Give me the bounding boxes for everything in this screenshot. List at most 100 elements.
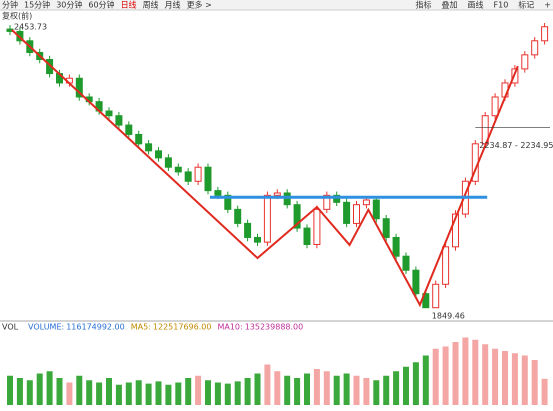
candle-body	[184, 171, 192, 182]
volume-bar	[284, 375, 291, 405]
volume-bar	[224, 383, 231, 405]
volume-bar	[304, 373, 310, 405]
candle-body	[531, 40, 539, 56]
volume-bar	[26, 380, 33, 405]
volume-bar	[96, 382, 103, 405]
volume-bar	[462, 337, 469, 405]
volume-bar	[214, 382, 221, 405]
volume-bar	[195, 375, 202, 405]
volume-bar	[46, 371, 53, 405]
candle-body	[402, 255, 410, 271]
volume-bar	[502, 351, 508, 405]
volume-bar	[175, 382, 182, 405]
candle-body	[303, 227, 311, 245]
volume-bar	[403, 366, 409, 405]
volume-bar	[531, 360, 538, 405]
toolbar-tab[interactable]: 月线	[165, 0, 181, 10]
volume-bar	[412, 362, 419, 405]
candle-body	[452, 213, 459, 248]
high-label: 2453.73	[14, 23, 47, 32]
volume-bar	[373, 380, 380, 405]
volume-bar	[16, 378, 23, 405]
candle-body	[372, 199, 380, 220]
toolbar-button[interactable]: 标记	[518, 0, 534, 10]
candle-body	[283, 192, 291, 206]
volume-bar	[294, 378, 301, 405]
toolbar-button[interactable]: 指标	[416, 0, 432, 10]
volume-title: VOL	[2, 323, 19, 332]
toolbar-tab[interactable]: 更多 >	[187, 0, 212, 10]
volume-legend-value: 116174992.00	[66, 323, 125, 332]
toolbar-tab[interactable]: 60分钟	[88, 0, 114, 10]
candle-body	[491, 96, 499, 117]
candle-body	[432, 283, 440, 309]
low-label: 1849.46	[432, 311, 465, 320]
candle-body	[234, 208, 242, 224]
toolbar-button[interactable]: +	[544, 1, 551, 10]
candle-body	[541, 26, 549, 42]
candle-body	[155, 150, 162, 159]
candle-body	[343, 201, 351, 224]
toolbar-tab[interactable]: 30分钟	[56, 0, 82, 10]
volume-bar	[165, 384, 172, 405]
toolbar-button[interactable]: F10	[494, 1, 509, 10]
volume-bar	[333, 375, 340, 405]
volume-bar	[393, 371, 400, 405]
volume-bar	[363, 378, 370, 405]
candle-body	[273, 192, 281, 196]
volume-bar	[521, 355, 528, 405]
candle-body	[115, 115, 123, 126]
volume-bar	[135, 380, 142, 405]
chart-title: 复权(前)	[2, 11, 32, 21]
candle-body	[353, 204, 360, 224]
candle-body	[263, 194, 271, 243]
toolbar-button[interactable]: 叠加	[442, 0, 458, 10]
volume-legend-label: MA10:	[217, 323, 242, 332]
candle-body	[174, 166, 182, 173]
volume-bar	[541, 378, 548, 405]
toolbar-tab[interactable]: 日线	[121, 0, 137, 10]
toolbar-button[interactable]: 画线	[468, 0, 484, 10]
candle-body	[392, 236, 400, 257]
volume-bar	[482, 344, 489, 405]
volume-bar	[244, 378, 251, 405]
toolbar-tab[interactable]: 分钟	[2, 0, 18, 10]
toolbar-tab[interactable]: 周线	[143, 0, 159, 10]
toolbar-tab[interactable]: 15分钟	[24, 0, 50, 10]
volume-bar	[274, 371, 281, 405]
candle-body	[75, 77, 83, 98]
volume-legend-value: 135239888.00	[245, 323, 304, 332]
candle-body	[254, 236, 261, 243]
volume-bar	[383, 375, 390, 405]
candle-body	[164, 157, 172, 168]
volume-bar	[323, 371, 330, 405]
volume-bar	[56, 378, 63, 405]
toolbar-bg	[0, 0, 553, 10]
volume-bar	[155, 381, 162, 405]
candle-body	[204, 166, 212, 192]
volume-bar	[205, 380, 211, 405]
candle-body	[323, 194, 331, 210]
volume-bar	[76, 375, 83, 405]
volume-bar	[86, 380, 93, 405]
volume-bar	[185, 378, 192, 405]
volume-bar	[7, 375, 13, 405]
volume-bar	[511, 353, 518, 405]
volume-bar	[106, 378, 112, 405]
volume-bar	[66, 382, 73, 405]
candle-body	[412, 269, 420, 295]
candle-body	[333, 194, 341, 203]
candle-body	[244, 222, 252, 238]
volume-bar	[432, 348, 439, 405]
candle-body	[224, 194, 232, 210]
candle-body	[125, 124, 133, 135]
volume-bar	[313, 369, 320, 405]
range-label: 2234.87 - 2234.95	[479, 141, 553, 150]
candle-body	[382, 218, 390, 238]
volume-bar	[36, 373, 43, 405]
candle-body	[422, 293, 430, 309]
volume-bar	[145, 383, 152, 405]
candle-body	[313, 208, 321, 245]
